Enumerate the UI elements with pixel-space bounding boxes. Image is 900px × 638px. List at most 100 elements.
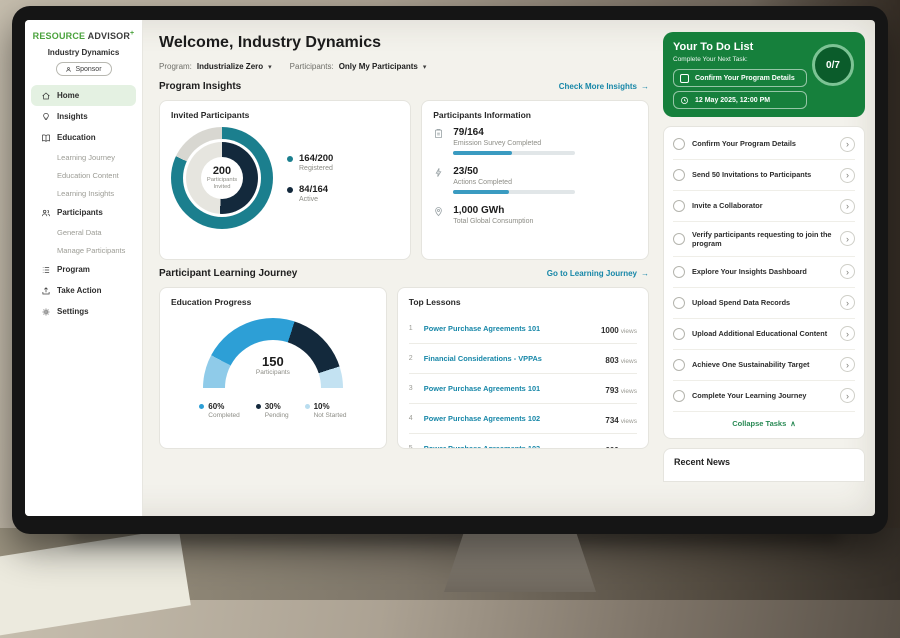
sidebar-item-label: Settings <box>57 307 89 316</box>
legend-completed: 60% Completed <box>199 402 239 419</box>
legend-label: Registered <box>299 165 333 172</box>
lesson-views: 600 <box>605 446 618 450</box>
lesson-link[interactable]: Power Purchase Agreements 102 <box>424 414 599 423</box>
recent-news-title: Recent News <box>674 457 730 467</box>
task-label: Upload Spend Data Records <box>692 298 833 307</box>
lesson-link[interactable]: Power Purchase Agreements 103 <box>424 444 599 449</box>
lesson-row: 3 Power Purchase Agreements 101 793views <box>409 374 637 404</box>
lesson-link[interactable]: Power Purchase Agreements 101 <box>424 384 599 393</box>
survey-progress-bar-fill <box>453 151 512 155</box>
task-row[interactable]: Upload Additional Educational Content › <box>673 319 855 350</box>
task-checkbox[interactable] <box>673 169 685 181</box>
clipboard-icon <box>433 128 444 139</box>
task-row[interactable]: Complete Your Learning Journey › <box>673 381 855 412</box>
chevron-glyph: › <box>846 201 849 211</box>
sidebar-item-label: Education <box>57 133 96 142</box>
chevron-right-icon[interactable]: › <box>840 357 855 372</box>
lesson-link[interactable]: Power Purchase Agreements 101 <box>424 324 594 333</box>
link-label: Check More Insights <box>559 82 637 91</box>
sponsor-badge[interactable]: Sponsor <box>56 62 112 76</box>
task-row[interactable]: Verify participants requesting to join t… <box>673 222 855 257</box>
chevron-up-icon: ∧ <box>790 419 796 428</box>
legend-registered: 164/200 Registered <box>287 153 333 172</box>
sidebar-item-settings[interactable]: Settings <box>31 301 136 322</box>
sidebar-item-education-content[interactable]: Education Content <box>25 166 142 184</box>
chevron-right-icon[interactable]: › <box>840 137 855 152</box>
task-label: Complete Your Learning Journey <box>692 391 833 400</box>
stat-actions-completed: 23/50 Actions Completed <box>433 166 637 194</box>
task-row[interactable]: Achieve One Sustainability Target › <box>673 350 855 381</box>
task-checkbox[interactable] <box>673 138 685 150</box>
task-checkbox[interactable] <box>673 233 685 245</box>
task-checkbox[interactable] <box>673 297 685 309</box>
list-icon <box>41 265 51 275</box>
task-label: Invite a Collaborator <box>692 201 833 210</box>
participants-dropdown[interactable]: Participants: Only My Participants ▾ <box>290 62 427 71</box>
chevron-right-icon[interactable]: › <box>840 199 855 214</box>
legend-value: 84/164 <box>299 184 328 195</box>
sidebar-item-home[interactable]: Home <box>31 85 136 106</box>
next-task-label: Confirm Your Program Details <box>695 75 795 82</box>
chevron-glyph: › <box>846 234 849 244</box>
sidebar-item-participants[interactable]: Participants <box>31 202 136 223</box>
invited-participants-donut: 200 Participants Invited <box>171 127 273 229</box>
chevron-right-icon[interactable]: › <box>840 231 855 246</box>
todo-progress-value: 0/7 <box>826 60 840 71</box>
chevron-glyph: › <box>846 360 849 370</box>
go-to-learning-journey-link[interactable]: Go to Learning Journey → <box>547 269 649 278</box>
check-more-insights-link[interactable]: Check More Insights → <box>559 82 649 91</box>
task-label: Verify participants requesting to join t… <box>692 230 833 249</box>
sidebar-item-education[interactable]: Education <box>31 127 136 148</box>
main-content: Welcome, Industry Dynamics Program: Indu… <box>143 20 663 516</box>
legend-dot <box>199 404 204 409</box>
chevron-right-icon[interactable]: › <box>840 264 855 279</box>
card-title: Top Lessons <box>409 297 637 307</box>
arrow-right-icon: → <box>641 269 649 278</box>
sidebar-item-insights[interactable]: Insights <box>31 106 136 127</box>
sidebar-item-program[interactable]: Program <box>31 259 136 280</box>
collapse-tasks-link[interactable]: Collapse Tasks ∧ <box>673 412 855 436</box>
education-progress-card: Education Progress 150 Participants 60% <box>159 287 387 449</box>
program-dropdown[interactable]: Program: Industrialize Zero ▾ <box>159 62 272 71</box>
task-checkbox[interactable] <box>673 200 685 212</box>
org-name: Industry Dynamics <box>25 48 142 57</box>
todo-progress-ring: 0/7 <box>812 44 854 86</box>
chevron-glyph: › <box>846 267 849 277</box>
legend-value: 60% <box>208 402 224 411</box>
education-progress-gauge: 150 Participants <box>203 318 343 390</box>
donut-center: 200 Participants Invited <box>201 157 243 199</box>
task-row[interactable]: Upload Spend Data Records › <box>673 288 855 319</box>
task-checkbox[interactable] <box>673 328 685 340</box>
sidebar-item-learning-insights[interactable]: Learning Insights <box>25 184 142 202</box>
task-row[interactable]: Invite a Collaborator › <box>673 191 855 222</box>
task-checkbox[interactable] <box>673 359 685 371</box>
lesson-link[interactable]: Financial Considerations - VPPAs <box>424 354 599 363</box>
legend-value: 10% <box>314 402 330 411</box>
task-label: Upload Additional Educational Content <box>692 329 833 338</box>
sidebar-item-general-data[interactable]: General Data <box>25 223 142 241</box>
lesson-rank: 3 <box>409 385 417 392</box>
sidebar-item-label: Participants <box>57 208 103 217</box>
chevron-down-icon: ▾ <box>423 63 427 71</box>
lesson-row: 1 Power Purchase Agreements 101 1000view… <box>409 314 637 344</box>
sidebar-item-manage-participants[interactable]: Manage Participants <box>25 241 142 259</box>
stat-emission-survey: 79/164 Emission Survey Completed <box>433 127 637 155</box>
task-row[interactable]: Confirm Your Program Details › <box>673 129 855 160</box>
chevron-right-icon[interactable]: › <box>840 295 855 310</box>
chevron-right-icon[interactable]: › <box>840 388 855 403</box>
chevron-right-icon[interactable]: › <box>840 326 855 341</box>
next-task-row[interactable]: Confirm Your Program Details <box>673 69 807 87</box>
checkbox[interactable] <box>680 74 689 83</box>
chevron-right-icon[interactable]: › <box>840 168 855 183</box>
survey-progress-bar <box>453 151 575 155</box>
task-row[interactable]: Send 50 Invitations to Participants › <box>673 160 855 191</box>
invited-participants-card: Invited Participants 200 Participants In… <box>159 100 411 260</box>
task-checkbox[interactable] <box>673 390 685 402</box>
task-row[interactable]: Explore Your Insights Dashboard › <box>673 257 855 288</box>
sidebar-item-learning-journey[interactable]: Learning Journey <box>25 148 142 166</box>
participants-label: Participants: <box>290 62 334 71</box>
sidebar-item-label: Insights <box>57 112 88 121</box>
stat-value: 23/50 <box>453 166 575 177</box>
sidebar-item-take-action[interactable]: Take Action <box>31 280 136 301</box>
task-checkbox[interactable] <box>673 266 685 278</box>
